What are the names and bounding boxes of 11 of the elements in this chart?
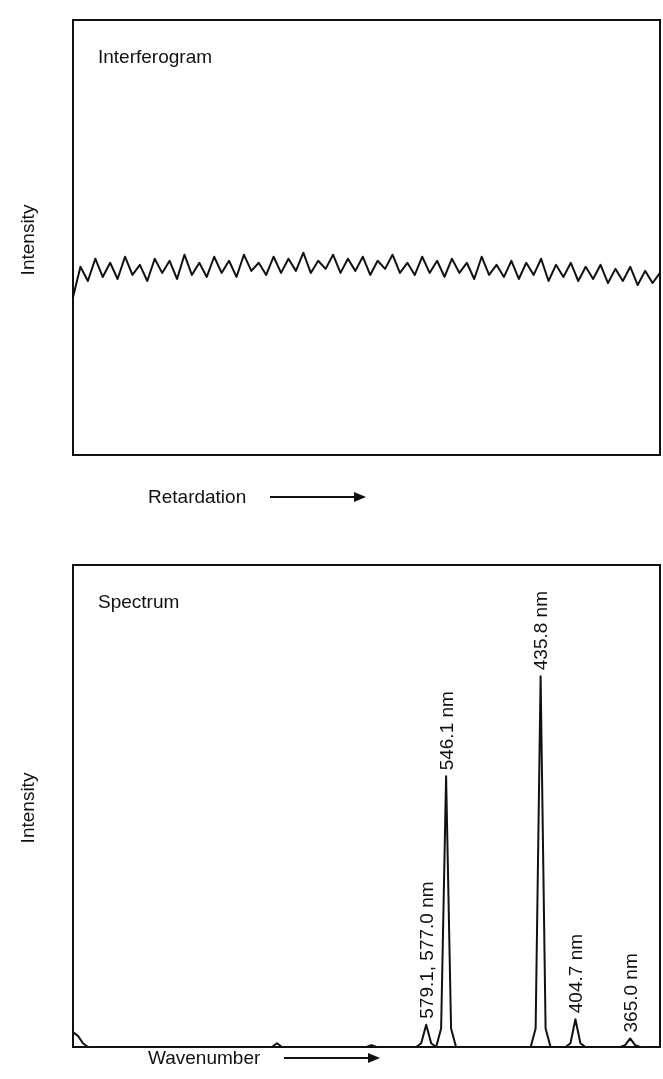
chart-title: Spectrum (98, 591, 180, 612)
annotation: 365.0 nm (619, 953, 641, 1033)
x-axis-title: Retardation (148, 486, 247, 508)
y-axis-title: Intensity (16, 772, 39, 844)
annotation: 546.1 nm (435, 691, 457, 771)
annotation: 404.7 nm (564, 933, 586, 1014)
chart-title: Interferogram (98, 46, 213, 67)
text: 435.8 nm (530, 591, 552, 671)
y-axis-title: Intensity (16, 204, 39, 276)
annotation: 579.1, 577.0 nm (415, 881, 437, 1019)
x-axis-title: Wavenumber (148, 1047, 261, 1069)
